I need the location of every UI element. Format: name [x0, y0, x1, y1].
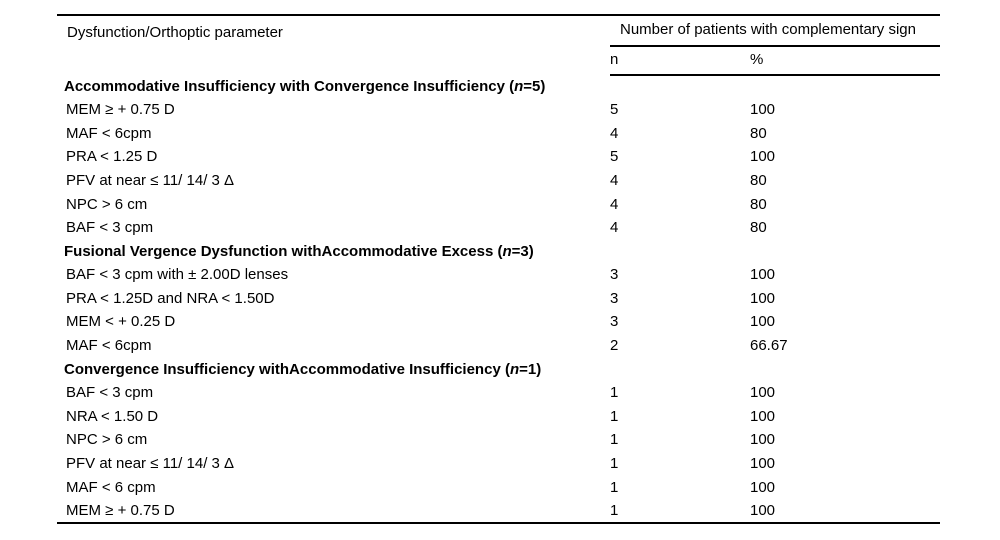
section-header-row: Accommodative Insufficiency with Converg… [57, 75, 940, 99]
section-title-n-italic: n [509, 360, 520, 378]
section-header-row: Convergence Insufficiency withAccommodat… [57, 358, 940, 382]
orthoptic-parameters-table: Dysfunction/Orthoptic parameter Number o… [57, 14, 940, 525]
n-cell: 1 [610, 431, 619, 449]
parameter-cell: BAF < 3 cpm with ± 2.00D lenses [66, 266, 289, 284]
n-cell: 4 [610, 171, 619, 189]
table-row: PFV at near ≤ 11/ 14/ 3 Δ 1 100 [57, 453, 940, 477]
parameter-cell: NPC > 6 cm [66, 195, 148, 213]
parameter-cell: NRA < 1.50 D [66, 407, 159, 425]
table-row: BAF < 3 cpm 4 80 [57, 217, 940, 241]
section-title-text: Convergence Insufficiency withAccommodat… [64, 360, 510, 378]
n-cell: 4 [610, 195, 619, 213]
column-header-n: n [610, 46, 750, 76]
parameter-cell: BAF < 3 cpm [66, 384, 154, 402]
n-cell: 3 [610, 266, 619, 284]
percent-cell: 100 [750, 266, 776, 284]
n-cell: 2 [610, 337, 619, 355]
percent-cell: 80 [750, 171, 767, 189]
parameter-cell: MEM < + 0.25 D [66, 313, 176, 331]
section-title-text: Fusional Vergence Dysfunction withAccomm… [64, 242, 503, 260]
n-cell: 4 [610, 124, 619, 142]
percent-cell: 66.67 [750, 337, 788, 355]
percent-cell: 100 [750, 289, 776, 307]
table-row: MEM < + 0.25 D 3 100 [57, 311, 940, 335]
parameter-cell: PFV at near ≤ 11/ 14/ 3 Δ [66, 455, 235, 473]
n-cell: 1 [610, 501, 619, 519]
header-row-subcolumns: n % [57, 46, 940, 76]
percent-cell: 100 [750, 407, 776, 425]
percent-cell: 100 [750, 101, 776, 119]
section-title: Accommodative Insufficiency with Converg… [57, 75, 940, 99]
table-row: NRA < 1.50 D 1 100 [57, 405, 940, 429]
table-row: MEM ≥ + 0.75 D 1 100 [57, 500, 940, 524]
column-header-spanner: Number of patients with complementary si… [610, 15, 940, 47]
parameter-cell: PFV at near ≤ 11/ 14/ 3 Δ [66, 171, 235, 189]
section-title-suffix: =3) [511, 242, 534, 260]
n-cell: 1 [610, 407, 619, 425]
table-row: MEM ≥ + 0.75 D 5 100 [57, 99, 940, 123]
section-header-row: Fusional Vergence Dysfunction withAccomm… [57, 240, 940, 264]
parameter-cell: MEM ≥ + 0.75 D [66, 501, 175, 519]
percent-cell: 100 [750, 478, 776, 496]
parameter-cell: MAF < 6cpm [66, 124, 152, 142]
n-cell: 1 [610, 384, 619, 402]
table-row: MAF < 6cpm 2 66.67 [57, 335, 940, 359]
percent-cell: 100 [750, 431, 776, 449]
parameter-cell: MAF < 6 cpm [66, 478, 156, 496]
parameter-cell: MAF < 6cpm [66, 337, 152, 355]
table-row: NPC > 6 cm 1 100 [57, 429, 940, 453]
table-row: PRA < 1.25 D 5 100 [57, 146, 940, 170]
header-row-spanner: Dysfunction/Orthoptic parameter Number o… [57, 15, 940, 47]
section-title-suffix: =1) [519, 360, 542, 378]
n-cell: 3 [610, 313, 619, 331]
percent-cell: 100 [750, 501, 776, 519]
table-row: MAF < 6cpm 4 80 [57, 122, 940, 146]
parameter-cell: MEM ≥ + 0.75 D [66, 101, 175, 119]
percent-cell: 100 [750, 384, 776, 402]
n-cell: 5 [610, 148, 619, 166]
percent-cell: 100 [750, 148, 776, 166]
section-title: Fusional Vergence Dysfunction withAccomm… [57, 240, 940, 264]
percent-cell: 80 [750, 195, 767, 213]
table-row: PRA < 1.25D and NRA < 1.50D 3 100 [57, 287, 940, 311]
column-header-parameter: Dysfunction/Orthoptic parameter [67, 24, 283, 41]
table-row: MAF < 6 cpm 1 100 [57, 476, 940, 500]
table-row: PFV at near ≤ 11/ 14/ 3 Δ 4 80 [57, 169, 940, 193]
section-title-suffix: =5) [523, 78, 546, 96]
section-title: Convergence Insufficiency withAccommodat… [57, 358, 940, 382]
table-header: Dysfunction/Orthoptic parameter Number o… [57, 15, 940, 76]
n-cell: 1 [610, 478, 619, 496]
section-title-n-italic: n [514, 78, 524, 96]
table-row: BAF < 3 cpm 1 100 [57, 382, 940, 406]
section-title-n-italic: n [502, 242, 512, 260]
parameter-cell: PRA < 1.25 D [66, 148, 158, 166]
table-row: NPC > 6 cm 4 80 [57, 193, 940, 217]
percent-cell: 100 [750, 455, 776, 473]
column-header-percent: % [750, 46, 940, 76]
table-container: Dysfunction/Orthoptic parameter Number o… [57, 14, 940, 525]
n-cell: 3 [610, 289, 619, 307]
table-body: Accommodative Insufficiency with Converg… [57, 75, 940, 523]
parameter-cell: BAF < 3 cpm [66, 219, 154, 237]
percent-cell: 80 [750, 219, 767, 237]
n-cell: 4 [610, 219, 619, 237]
parameter-cell: PRA < 1.25D and NRA < 1.50D [66, 289, 275, 307]
table-row: BAF < 3 cpm with ± 2.00D lenses 3 100 [57, 264, 940, 288]
percent-cell: 100 [750, 313, 776, 331]
parameter-cell: NPC > 6 cm [66, 431, 148, 449]
n-cell: 5 [610, 101, 619, 119]
n-cell: 1 [610, 455, 619, 473]
section-title-text: Accommodative Insufficiency with Converg… [64, 78, 515, 96]
percent-cell: 80 [750, 124, 767, 142]
